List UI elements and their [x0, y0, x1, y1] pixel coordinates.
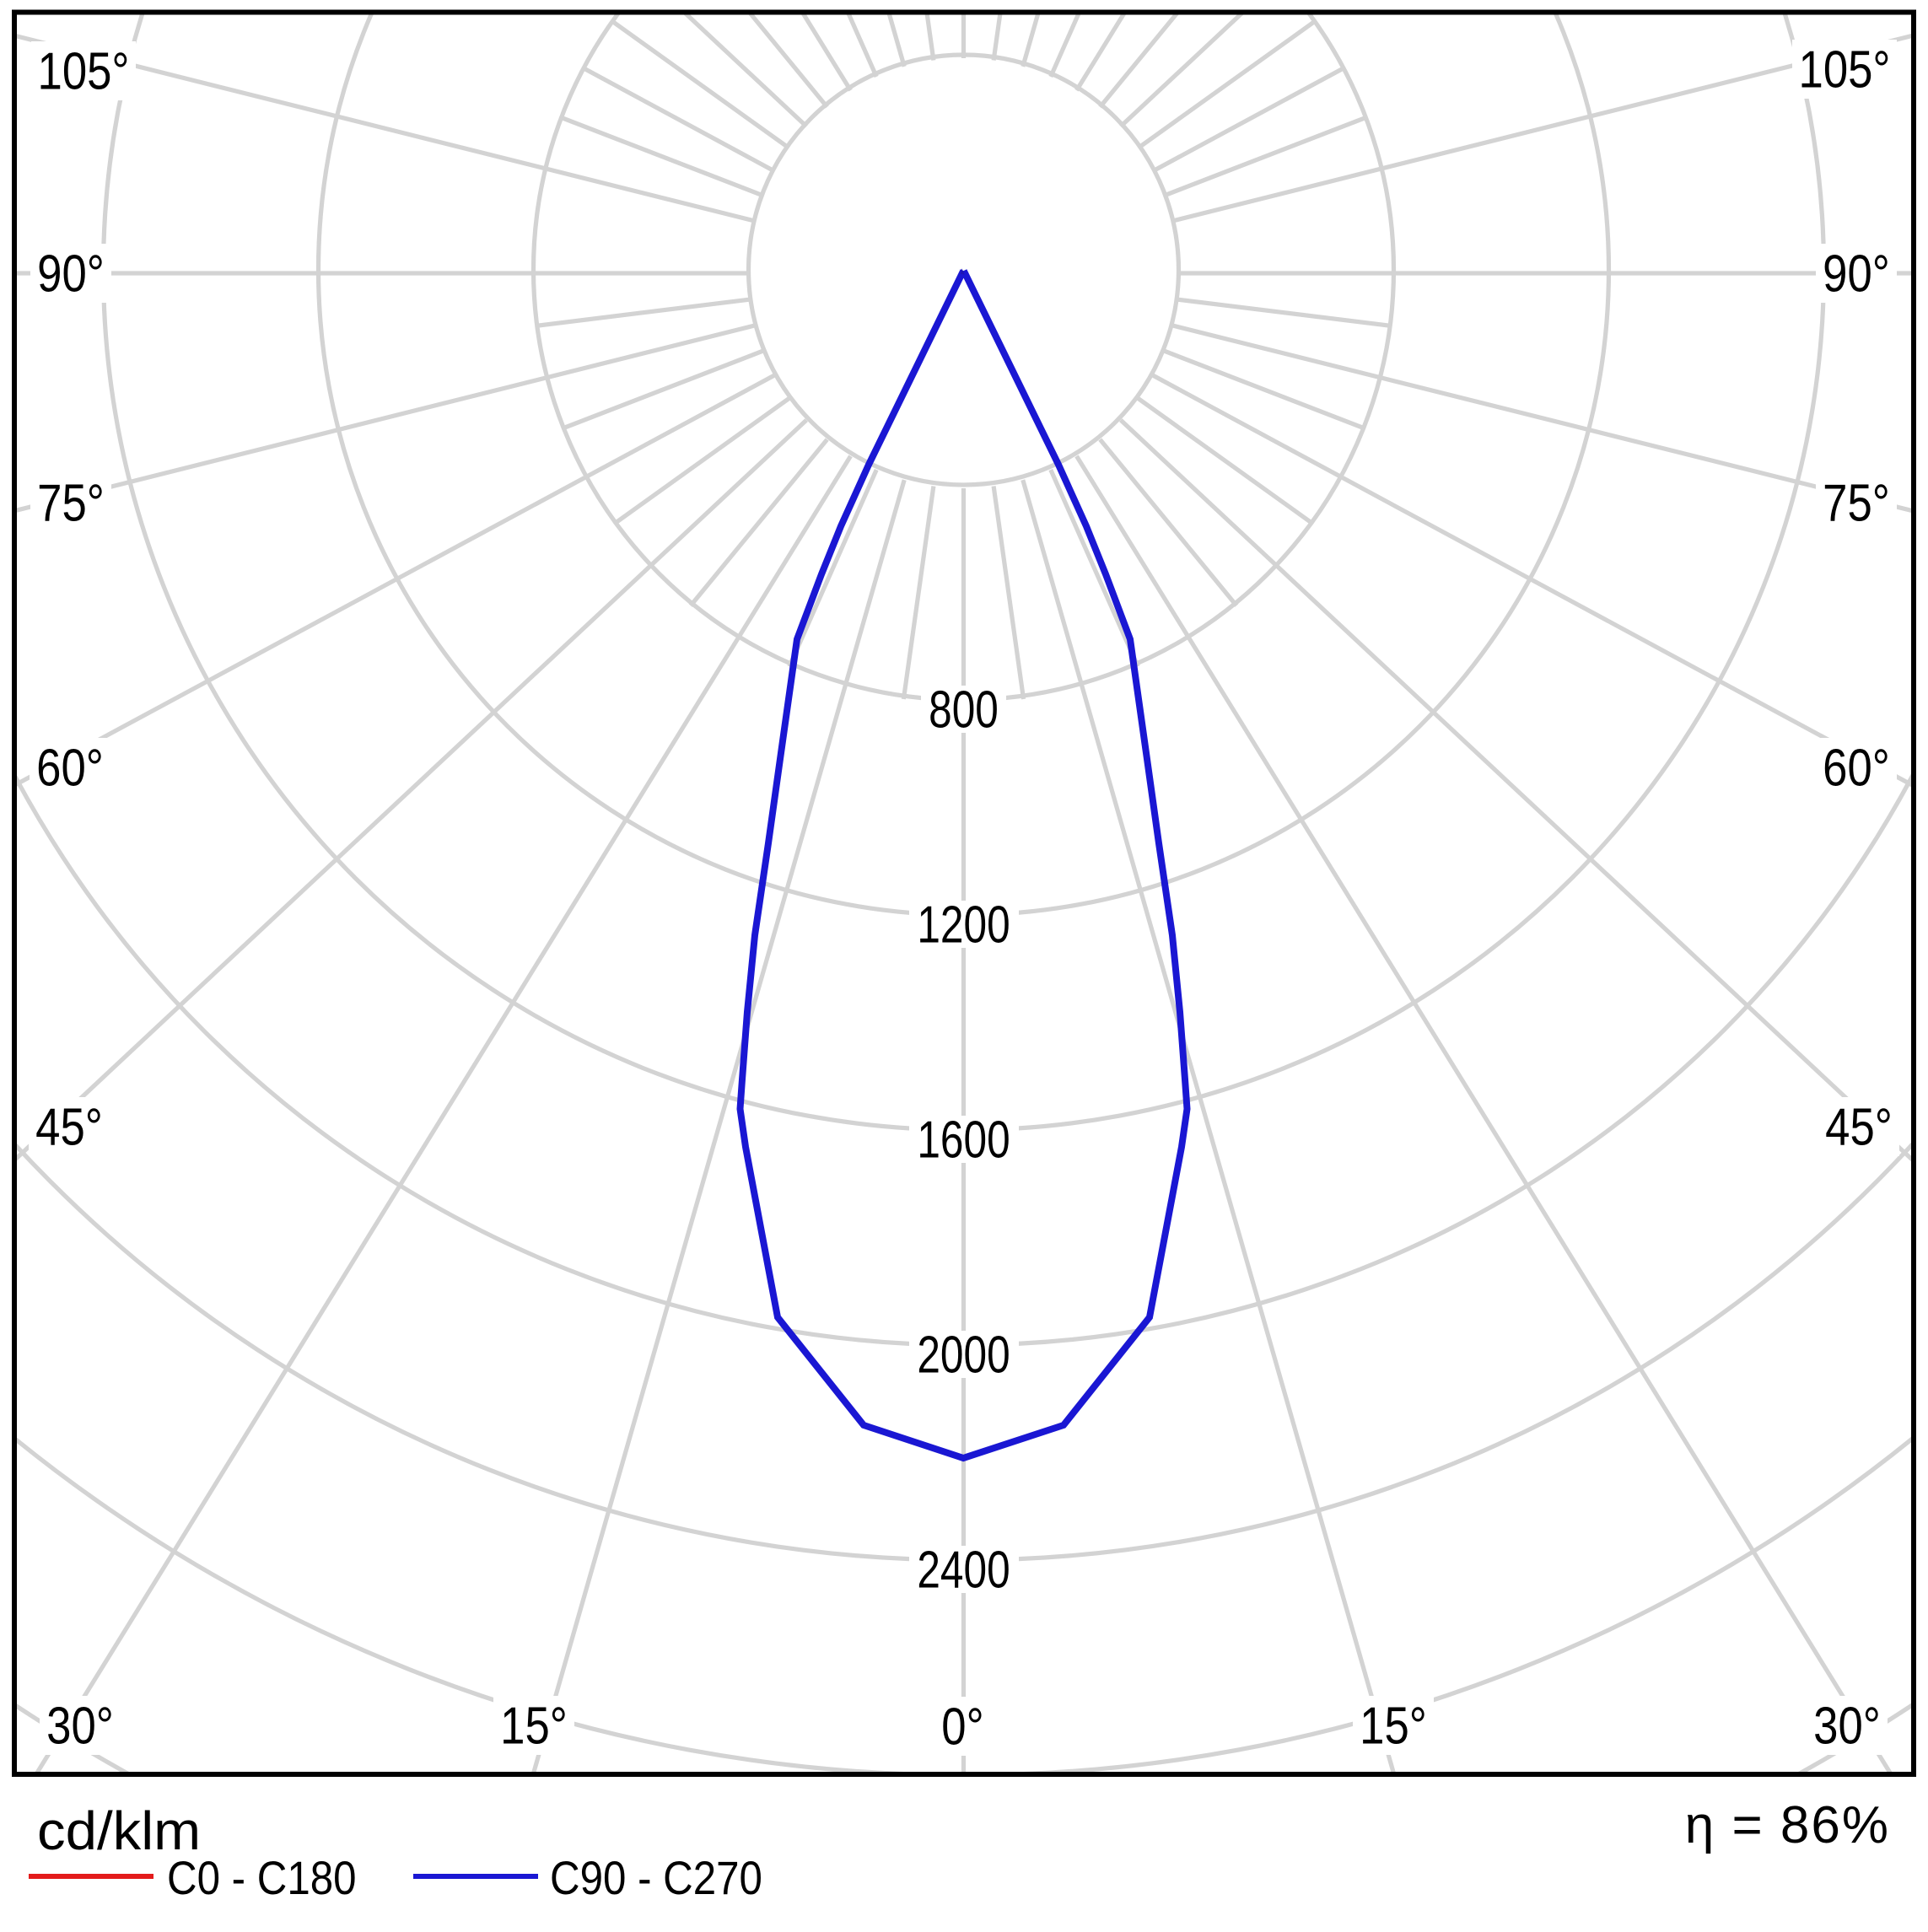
- svg-text:η = 86%: η = 86%: [1685, 1796, 1890, 1854]
- svg-text:45°: 45°: [1825, 1099, 1893, 1157]
- svg-text:C90 - C270: C90 - C270: [550, 1852, 762, 1905]
- svg-text:90°: 90°: [1823, 245, 1890, 304]
- svg-text:105°: 105°: [38, 43, 130, 101]
- svg-text:75°: 75°: [1823, 475, 1890, 533]
- svg-text:90°: 90°: [37, 245, 105, 304]
- svg-text:800: 800: [929, 680, 999, 739]
- svg-text:105°: 105°: [1799, 41, 1891, 100]
- svg-text:1200: 1200: [917, 895, 1010, 954]
- svg-text:60°: 60°: [36, 740, 104, 798]
- svg-text:30°: 30°: [46, 1698, 114, 1756]
- svg-text:15°: 15°: [500, 1698, 568, 1756]
- svg-text:1600: 1600: [917, 1110, 1010, 1169]
- svg-text:0°: 0°: [941, 1698, 983, 1757]
- svg-text:15°: 15°: [1360, 1698, 1427, 1756]
- svg-text:75°: 75°: [37, 475, 105, 533]
- svg-text:60°: 60°: [1823, 740, 1890, 798]
- svg-text:C0 - C180: C0 - C180: [167, 1852, 357, 1905]
- svg-text:45°: 45°: [35, 1099, 103, 1157]
- svg-text:30°: 30°: [1813, 1698, 1881, 1756]
- svg-text:2000: 2000: [917, 1325, 1010, 1384]
- svg-text:2400: 2400: [917, 1540, 1010, 1599]
